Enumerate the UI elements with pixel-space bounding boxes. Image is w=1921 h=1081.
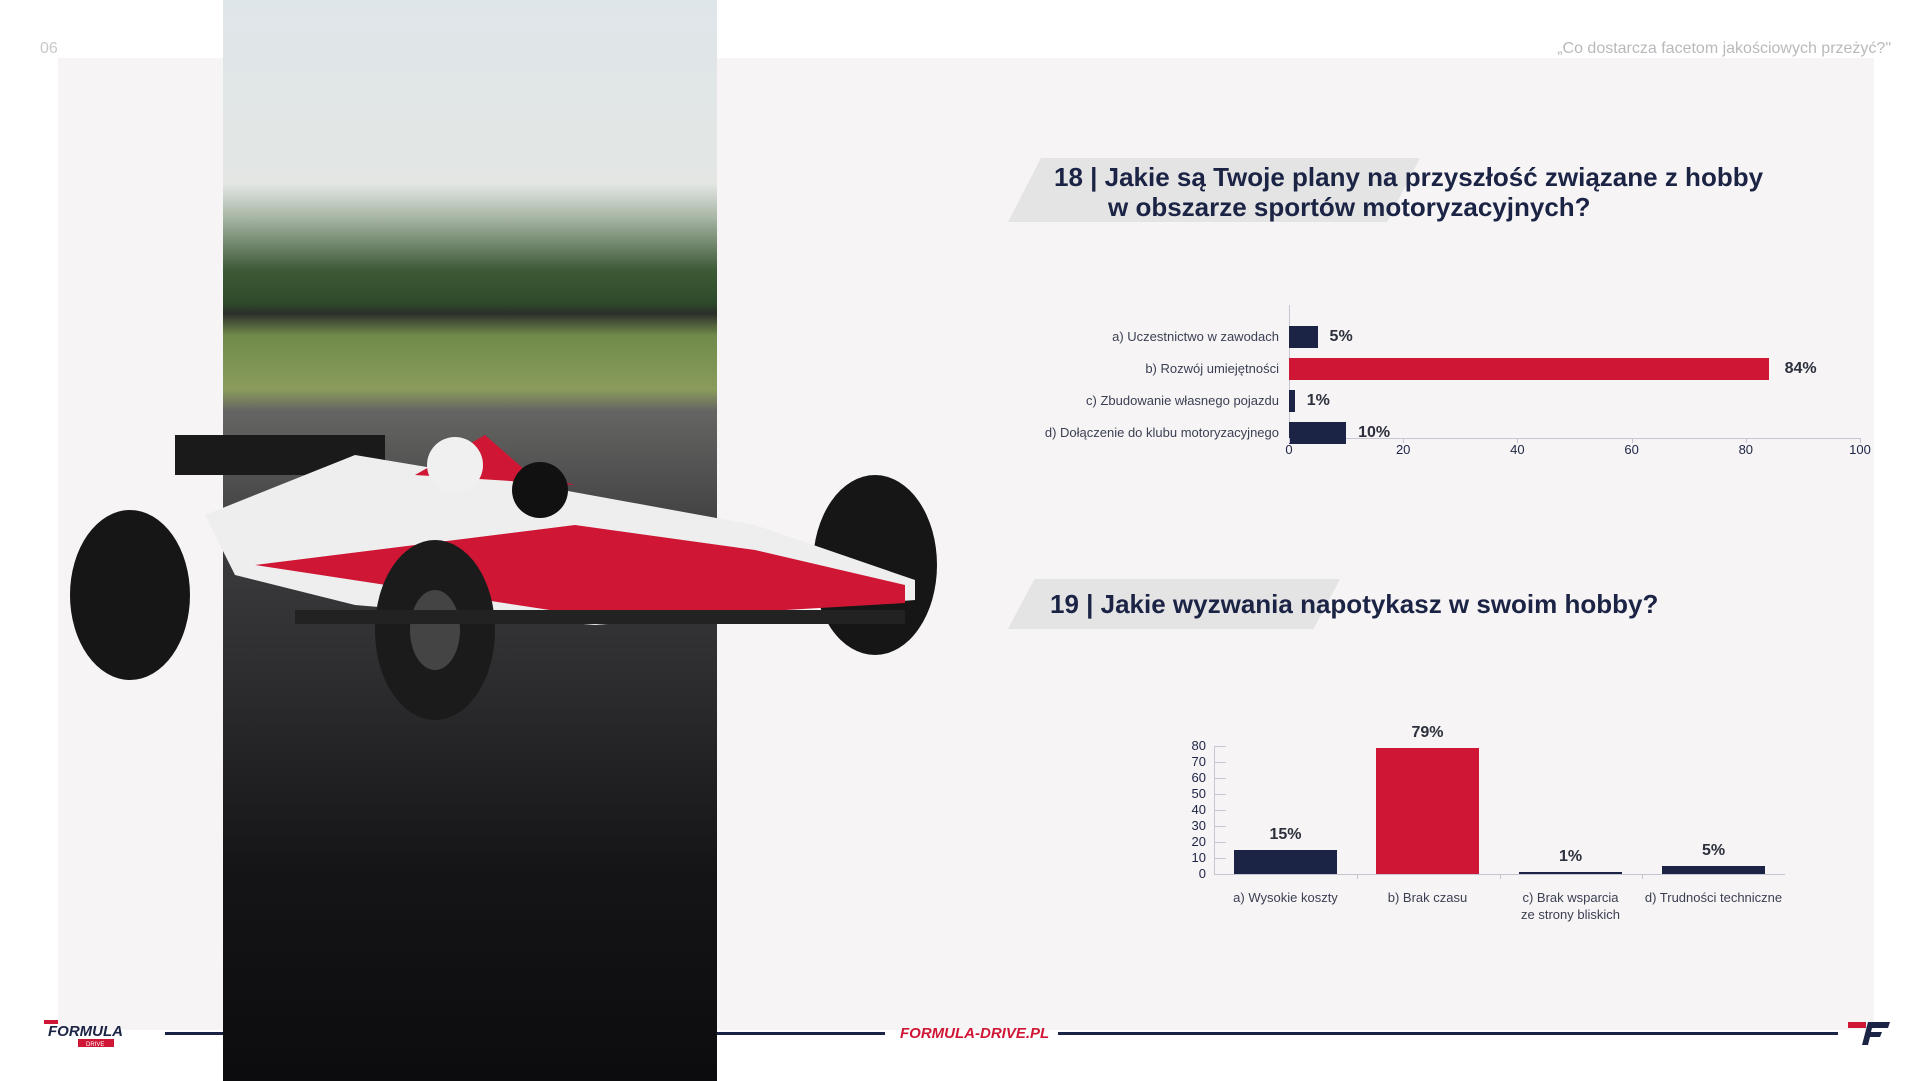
data-label: 84% [1784,360,1817,377]
x-tick-mark [1356,874,1358,879]
category-label: b) Brak czasu [1353,889,1503,906]
y-tick-mark [1214,746,1226,747]
formula-drive-logo: FORMULA DRIVE [44,1020,123,1048]
y-tick-label: 40 [1191,802,1206,817]
category-label: b) Rozwój umiejętności [1145,361,1279,376]
formula-mark-logo [1848,1022,1890,1045]
data-label: 15% [1269,826,1302,843]
website-link[interactable]: FORMULA-DRIVE.PL [900,1025,1050,1042]
x-tick-label: 80 [1738,442,1754,457]
category-label: a) Uczestnictwo w zawodach [1112,329,1279,344]
q18-title-line-2: w obszarze sportów motoryzacyjnych? [1108,192,1591,222]
x-tick-mark [1631,438,1633,443]
bar [1289,390,1295,412]
category-label: d) Dołączenie do klubu motoryzacyjnego [1044,425,1279,440]
category-label: a) Wysokie koszty [1211,889,1361,906]
y-tick-mark [1214,810,1226,811]
q19-title: 19 | Jakie wyzwania napotykasz w swoim h… [1050,589,1659,619]
y-tick-mark [1214,762,1226,763]
x-tick-label: 20 [1395,442,1411,457]
category-label-line: c) Brak wsparcia [1522,890,1619,905]
bar [1234,850,1337,874]
x-tick-label: 100 [1849,442,1871,457]
x-tick-label: 0 [1285,442,1293,457]
footer-divider-right [1058,1032,1838,1035]
bar [1519,872,1622,874]
footer-divider-mid [717,1032,885,1035]
category-label: d) Trudności techniczne [1639,889,1789,906]
q18-title-line-1: 18 | Jakie są Twoje plany na przyszłość … [1054,162,1764,192]
y-tick-label: 80 [1191,738,1206,753]
svg-text:FORMULA: FORMULA [48,1023,123,1040]
category-label: c) Zbudowanie własnego pojazdu [1086,393,1279,408]
bar [1289,422,1347,444]
bar [1289,358,1769,380]
data-label: 5% [1701,842,1726,859]
data-label: 79% [1411,723,1444,741]
x-tick-mark [1745,438,1747,443]
x-tick-mark [1517,438,1519,443]
svg-text:DRIVE: DRIVE [86,1042,104,1048]
race-car-image [70,435,937,720]
x-tick-mark [1289,438,1290,443]
y-tick-label: 20 [1191,834,1206,849]
y-tick-label: 0 [1198,866,1206,881]
q18-title-banner [1008,158,1420,222]
x-tick-label: 60 [1624,442,1639,457]
y-tick-mark [1214,794,1226,795]
y-tick-mark [1214,826,1226,827]
y-tick-mark [1214,874,1226,875]
x-tick-label: 40 [1510,442,1525,457]
category-label-line: ze strony bliskich [1521,907,1620,922]
x-tick-mark [1403,438,1405,443]
x-tick-mark [1860,438,1861,443]
bar [1376,747,1479,874]
x-axis-line [1289,438,1860,439]
data-label: 1% [1558,848,1583,865]
category-label-line: a) Wysokie koszty [1233,890,1338,905]
bar [1289,326,1318,348]
y-tick-label: 60 [1191,770,1206,785]
y-tick-label: 30 [1191,818,1206,833]
y-tick-mark [1214,778,1226,779]
page-number: 06 [40,40,58,57]
header-quote: „Co dostarcza facetom jakościowych przeż… [1557,40,1891,57]
x-tick-mark [1499,874,1501,879]
y-tick-mark [1214,842,1226,843]
footer-divider-left [165,1032,223,1035]
bar [1662,866,1765,874]
x-tick-mark [1642,874,1644,879]
data-label: 1% [1306,392,1330,409]
y-tick-mark [1214,858,1226,859]
data-label: 10% [1358,424,1391,441]
category-label-line: d) Trudności techniczne [1644,890,1783,905]
y-tick-label: 50 [1191,786,1206,801]
q19-title-banner [1008,579,1340,629]
y-tick-label: 10 [1191,850,1206,865]
y-tick-label: 70 [1191,754,1206,769]
category-label-line: b) Brak czasu [1387,890,1468,905]
category-label: c) Brak wsparcia ze strony bliskich [1496,889,1646,923]
data-label: 5% [1329,328,1353,345]
